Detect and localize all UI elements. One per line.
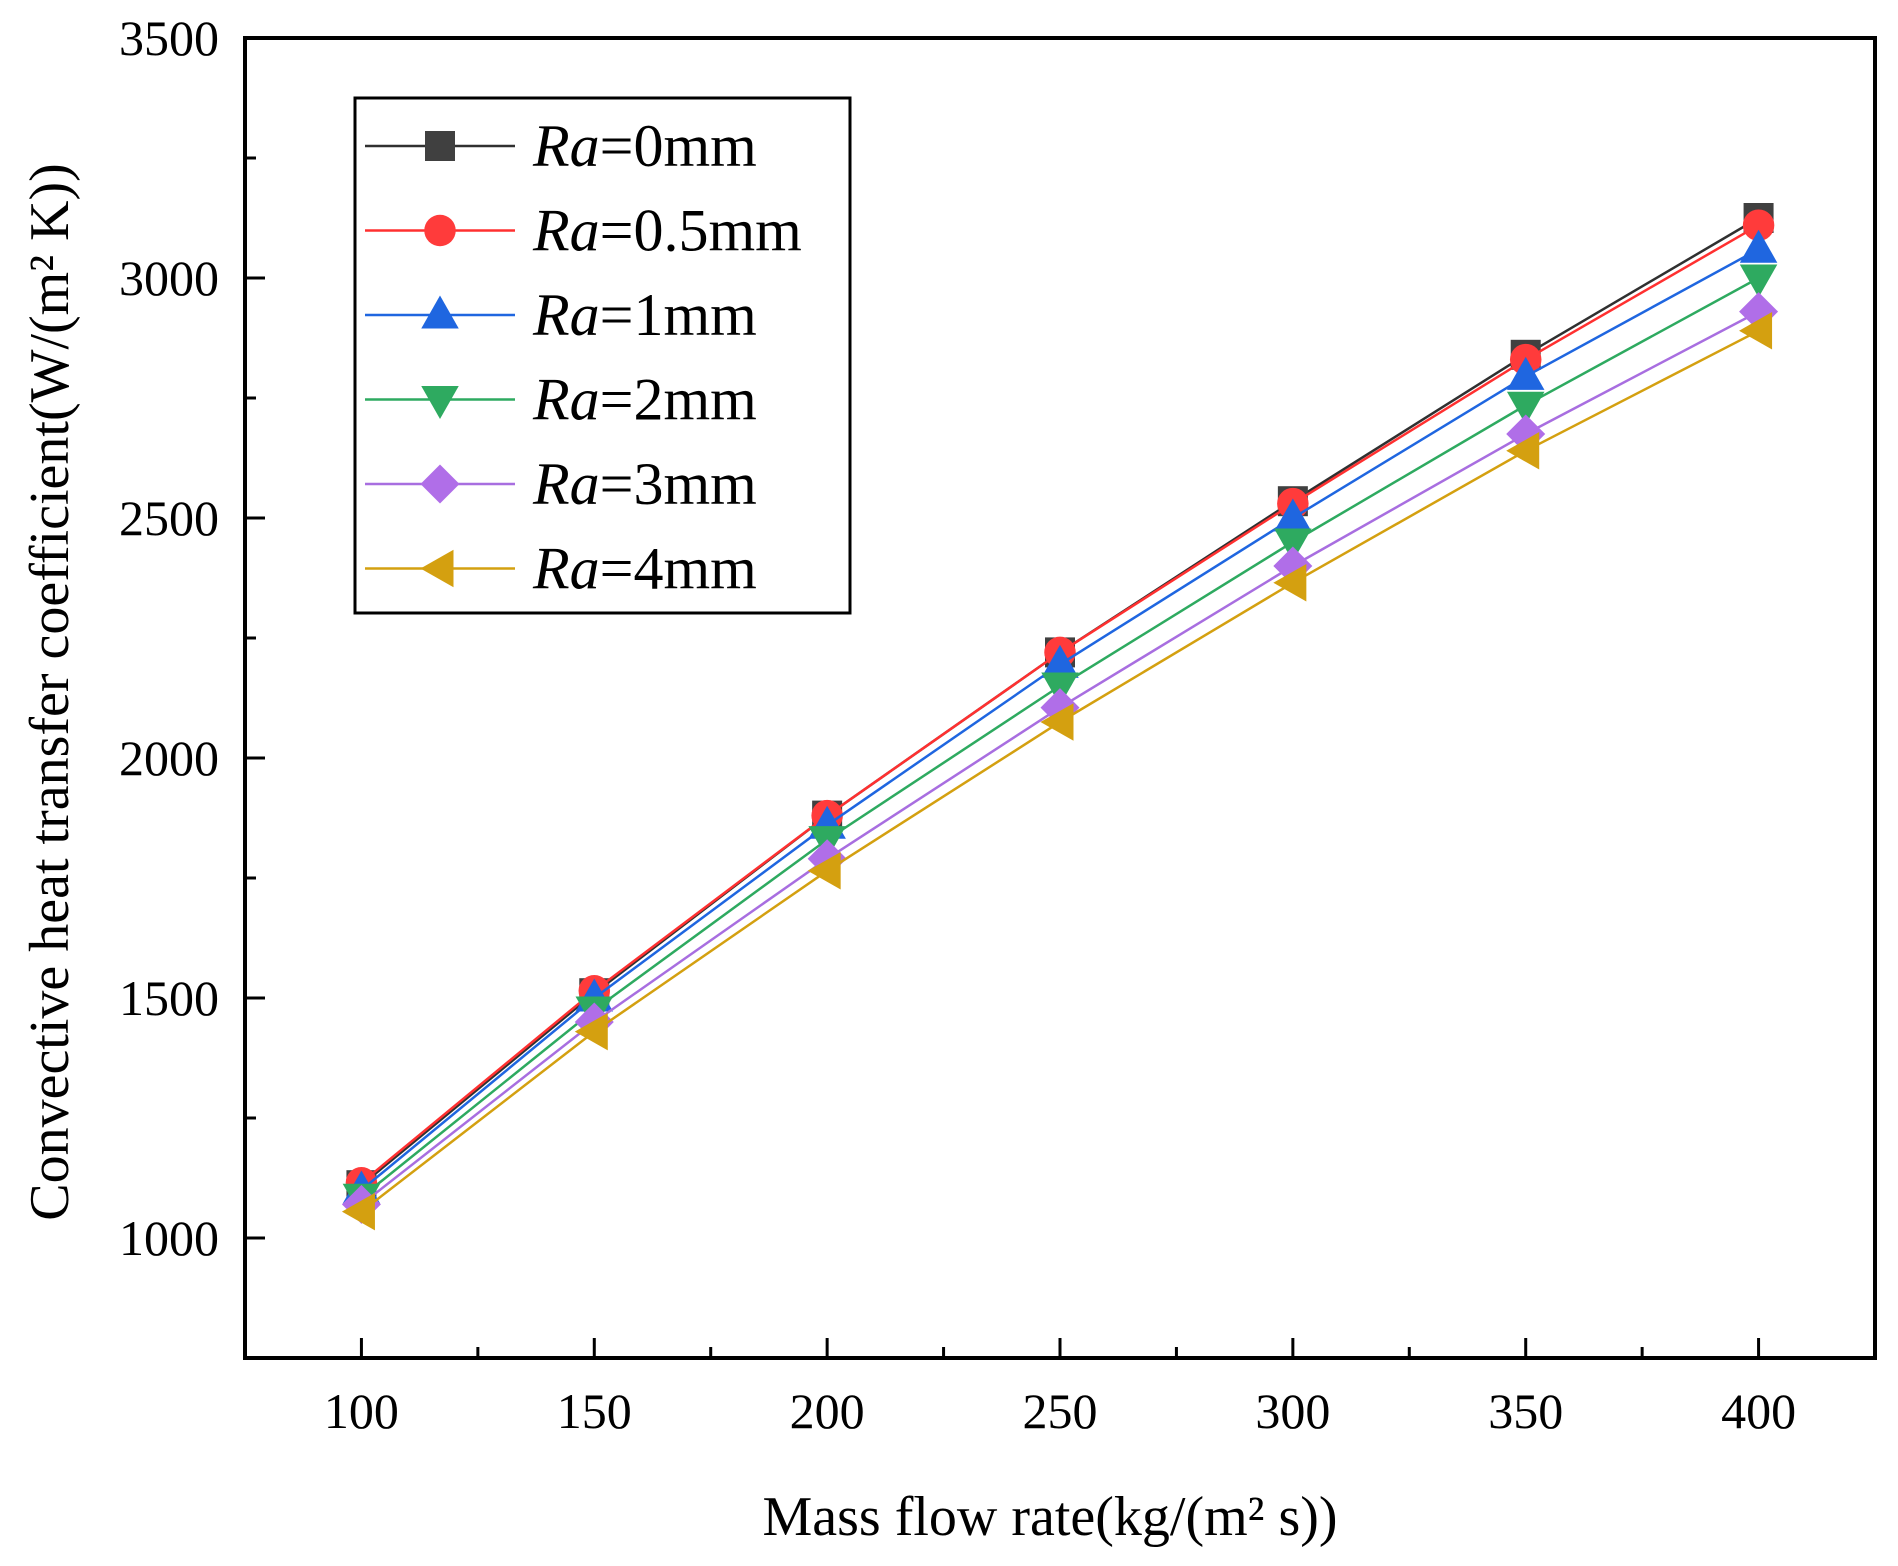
data-point <box>1273 564 1307 602</box>
legend-item: Ra=2mm <box>365 367 757 433</box>
legend-label: Ra=1mm <box>532 282 757 348</box>
legend-var: Ra <box>532 367 600 433</box>
y-tick-label: 1500 <box>119 970 219 1026</box>
legend-value: =1mm <box>600 282 757 348</box>
y-tick-label: 3500 <box>119 10 219 66</box>
data-point <box>1739 312 1773 350</box>
legend-marker <box>420 549 454 588</box>
series-Ra=4mm <box>341 312 1773 1231</box>
legend-value: =0.5mm <box>600 198 802 264</box>
legend-label: Ra=3mm <box>532 451 757 517</box>
legend-label: Ra=0mm <box>532 113 757 179</box>
data-point <box>1274 528 1312 562</box>
legend-marker <box>424 214 456 247</box>
data-point <box>1274 498 1312 532</box>
data-point <box>1742 209 1775 241</box>
data-point <box>1040 703 1074 741</box>
legend-item: Ra=3mm <box>365 451 757 517</box>
x-tick-label: 100 <box>324 1383 399 1439</box>
data-point <box>574 1012 608 1051</box>
legend-var: Ra <box>532 282 600 348</box>
legend-marker <box>420 464 460 504</box>
data-point <box>1041 644 1079 678</box>
data-point <box>1506 391 1545 425</box>
legend-label: Ra=2mm <box>532 367 757 433</box>
legend-marker <box>421 295 459 329</box>
y-tick-label: 1000 <box>119 1210 219 1266</box>
data-point <box>1739 264 1778 298</box>
data-point <box>807 852 841 890</box>
legend-var: Ra <box>532 198 600 264</box>
x-tick-label: 250 <box>1023 1383 1098 1439</box>
legend-item: Ra=0.5mm <box>365 198 802 264</box>
y-tick-label: 2500 <box>119 490 219 546</box>
legend-label: Ra=4mm <box>532 536 757 602</box>
legend-marker <box>421 386 459 419</box>
legend-value: =2mm <box>600 367 757 433</box>
legend-value: =3mm <box>600 451 757 517</box>
legend-label: Ra=0.5mm <box>532 198 802 264</box>
legend-value: =4mm <box>600 536 757 602</box>
legend-marker <box>425 131 455 161</box>
data-point <box>1739 229 1778 263</box>
y-tick-label: 2000 <box>119 730 219 786</box>
legend-item: Ra=0mm <box>365 113 757 179</box>
x-tick-label: 200 <box>790 1383 865 1439</box>
x-tick-label: 300 <box>1255 1383 1330 1439</box>
x-tick-label: 350 <box>1488 1383 1563 1439</box>
series-group <box>341 203 1779 1231</box>
data-point <box>341 1192 375 1231</box>
legend-item: Ra=1mm <box>365 282 757 348</box>
y-axis-title: Convective heat transfer coefficient(W/(… <box>19 163 81 1221</box>
data-point <box>1506 432 1540 470</box>
legend-var: Ra <box>532 113 600 179</box>
legend-box <box>353 96 852 615</box>
x-tick-label: 150 <box>557 1383 632 1439</box>
axis-ticks: 100 150 200 250 300 350 400 1000 1500 2000 2500 300… <box>119 10 1796 1439</box>
x-axis-title: Mass flow rate(kg/(m² s)) <box>762 1486 1337 1548</box>
legend-var: Ra <box>532 536 600 602</box>
legend-var: Ra <box>532 451 600 517</box>
legend-value: =0mm <box>600 113 757 179</box>
legend-item: Ra=4mm <box>365 536 757 602</box>
plot-frame <box>243 36 1877 1360</box>
x-tick-label: 400 <box>1721 1383 1796 1439</box>
data-point <box>1506 356 1545 390</box>
y-tick-label: 3000 <box>119 250 219 306</box>
